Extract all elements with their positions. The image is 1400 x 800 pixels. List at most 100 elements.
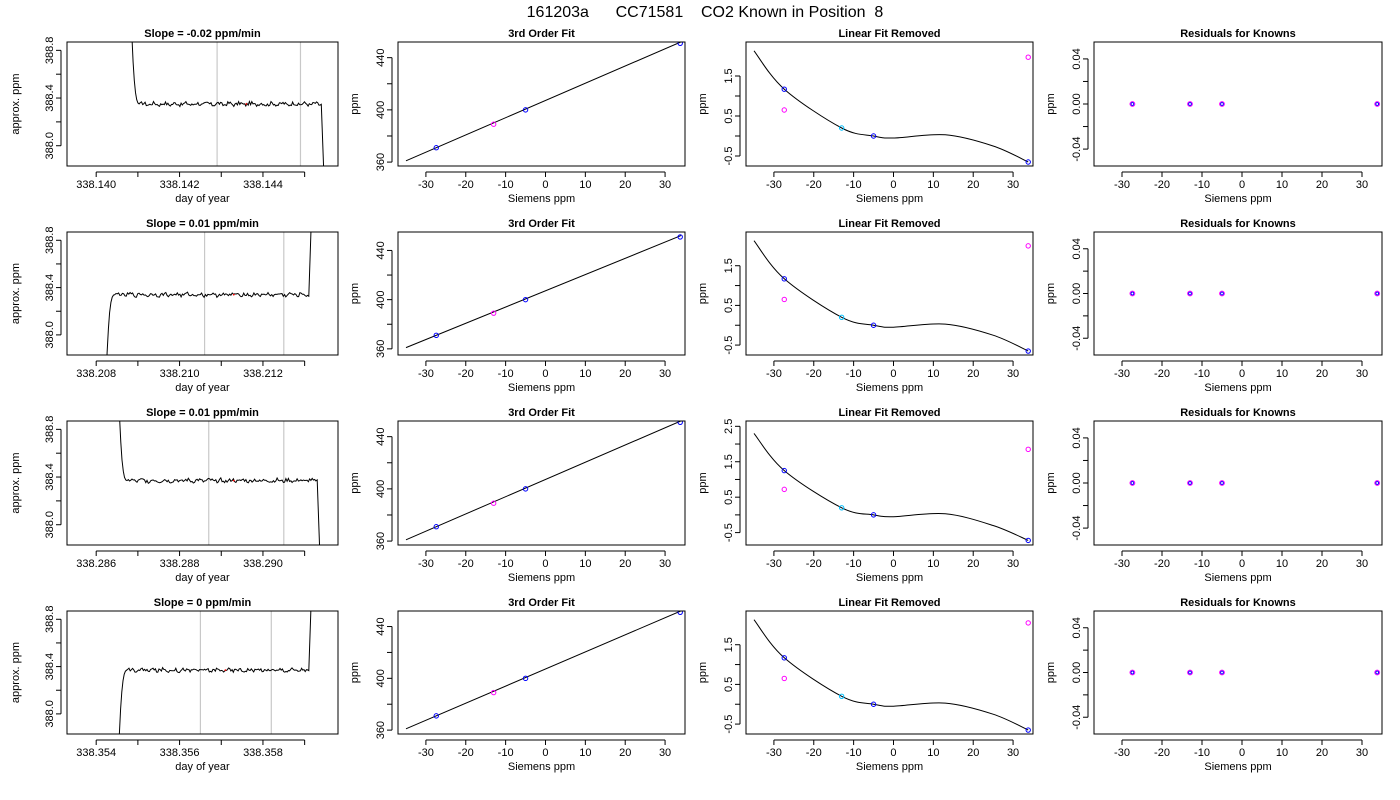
data-point	[1025, 537, 1031, 544]
fit-line	[405, 421, 682, 541]
y-tick-label: -0.04	[1071, 705, 1083, 730]
y-tick-label: 360	[375, 721, 387, 739]
x-tick-label: 10	[927, 179, 939, 191]
residual-curve	[753, 50, 1029, 163]
x-tick-label: 338.288	[160, 558, 200, 570]
x-tick-label: 20	[619, 747, 631, 759]
x-tick-label: 20	[619, 368, 631, 380]
x-tick-label: 10	[579, 558, 591, 570]
plot-frame	[66, 420, 339, 546]
data-point	[677, 421, 683, 426]
concentration-trace	[106, 232, 312, 355]
data-point-inner	[1375, 481, 1380, 485]
plot-frame	[745, 41, 1034, 167]
data-point	[1187, 480, 1193, 486]
x-tick-label: -10	[498, 179, 514, 191]
y-tick-label: 0.04	[1071, 48, 1083, 69]
y-tick-label: 0.04	[1071, 617, 1083, 638]
plot-area	[1129, 101, 1381, 107]
plot-area	[753, 619, 1031, 733]
data-point-inner	[1130, 481, 1135, 485]
x-tick-label: -10	[846, 747, 862, 759]
data-point	[522, 675, 529, 682]
fit-line	[405, 235, 682, 349]
x-tick-label: 338.358	[243, 747, 283, 759]
plot-area	[405, 421, 683, 541]
plot-area	[1129, 480, 1381, 486]
y-axis-label: ppm	[697, 472, 709, 493]
plot-frame	[66, 610, 339, 735]
y-tick-label: 1.5	[723, 454, 735, 469]
plot-area	[1129, 669, 1381, 676]
x-tick-label: 0	[1239, 179, 1245, 191]
x-tick-label: 20	[619, 558, 631, 570]
y-axis-label: ppm	[1045, 662, 1057, 683]
panel-title: Slope = -0.02 ppm/min	[144, 28, 261, 40]
panel-title: Slope = 0.01 ppm/min	[146, 218, 259, 230]
x-tick-label: 20	[1316, 179, 1328, 191]
y-tick-label: 0.04	[1071, 427, 1083, 448]
plot-area	[753, 240, 1031, 354]
x-tick-label: 338.290	[243, 558, 283, 570]
y-tick-label: -0.5	[723, 336, 735, 355]
panel-title: Linear Fit Removed	[838, 597, 940, 609]
x-tick-label: 20	[967, 179, 979, 191]
x-tick-label: 30	[1007, 179, 1019, 191]
panel-title: Linear Fit Removed	[838, 28, 940, 40]
data-point	[522, 486, 529, 492]
data-point-inner	[1220, 670, 1224, 675]
x-axis: -30 -20 -10 0 10 20 30	[766, 360, 1019, 380]
x-tick-label: 0	[890, 558, 896, 570]
y-axis-label: ppm	[697, 662, 709, 683]
data-point	[1219, 290, 1225, 297]
plot-frame	[397, 610, 686, 735]
plot-area	[119, 421, 321, 545]
plot-area	[405, 234, 683, 349]
plot-area	[405, 611, 683, 730]
y-axis-label: ppm	[1045, 472, 1057, 493]
data-point	[1129, 480, 1136, 486]
panel-trace-row-2: Slope = 0.01 ppm/min day of year approx. p…	[10, 218, 339, 394]
x-tick-label: -10	[1194, 747, 1210, 759]
x-tick-label: -20	[806, 558, 822, 570]
plot-area	[753, 50, 1031, 165]
x-tick-label: -30	[418, 558, 434, 570]
plot-area	[118, 611, 312, 734]
data-point-inner	[1220, 481, 1224, 485]
residual-curve	[753, 433, 1029, 541]
y-axis-label: ppm	[1045, 93, 1057, 114]
x-axis-label: Siemens ppm	[508, 572, 575, 584]
x-axis: 338.208 338.210 338.212	[76, 360, 306, 380]
y-tick-label: 0.00	[1071, 472, 1083, 493]
x-tick-label: -20	[458, 179, 474, 191]
x-tick-label: -30	[1114, 747, 1130, 759]
panel-residuals-row-1: Residuals for Knowns Siemens ppm ppm -30 -20…	[1045, 28, 1383, 205]
y-tick-label: -0.04	[1071, 326, 1083, 351]
panel-removed-row-1: Linear Fit Removed Siemens ppm ppm -30 -20 -1…	[697, 28, 1034, 205]
x-axis-label: Siemens ppm	[856, 193, 923, 205]
y-tick-label: 0.00	[1071, 283, 1083, 304]
x-tick-label: -10	[846, 179, 862, 191]
x-tick-label: 10	[1276, 179, 1288, 191]
y-axis: 388.0 388.4 388.8	[44, 416, 62, 538]
data-point-inner	[1188, 291, 1192, 296]
x-tick-label: 20	[967, 368, 979, 380]
x-tick-label: -20	[806, 179, 822, 191]
x-tick-label: 20	[1316, 558, 1328, 570]
y-tick-label: 0.5	[723, 490, 735, 505]
y-tick-label: 388.8	[44, 227, 56, 255]
data-point	[1374, 290, 1381, 297]
data-point	[522, 107, 529, 113]
x-axis-label: Siemens ppm	[1204, 382, 1271, 394]
x-tick-label: 10	[927, 368, 939, 380]
x-tick-label: -10	[498, 747, 514, 759]
fit-line	[405, 42, 682, 162]
x-axis-label: day of year	[175, 572, 230, 584]
data-point	[433, 332, 439, 339]
x-tick-label: 20	[1316, 368, 1328, 380]
x-tick-label: 0	[890, 747, 896, 759]
data-point	[490, 310, 497, 316]
y-tick-label: -0.5	[723, 147, 735, 166]
x-tick-label: -20	[1154, 179, 1170, 191]
plot-frame	[397, 231, 686, 356]
